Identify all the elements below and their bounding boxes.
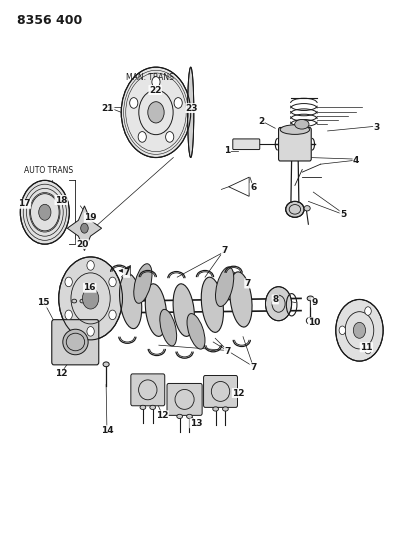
Text: 4: 4: [352, 156, 359, 165]
Circle shape: [108, 310, 116, 320]
Text: 15: 15: [37, 298, 50, 307]
Circle shape: [87, 261, 94, 270]
Circle shape: [20, 180, 69, 244]
Text: 7: 7: [123, 269, 129, 277]
Text: MAN. TRANS: MAN. TRANS: [126, 73, 173, 82]
Ellipse shape: [294, 119, 308, 129]
Ellipse shape: [201, 277, 223, 333]
Text: 21: 21: [101, 103, 114, 112]
FancyBboxPatch shape: [278, 127, 310, 161]
Ellipse shape: [212, 407, 218, 411]
Text: 22: 22: [148, 85, 161, 94]
Text: 7: 7: [249, 363, 256, 372]
Text: 13: 13: [189, 419, 202, 428]
Circle shape: [108, 277, 116, 287]
Circle shape: [121, 67, 190, 158]
Circle shape: [174, 98, 182, 108]
Text: 11: 11: [359, 343, 372, 352]
Text: 14: 14: [100, 426, 113, 435]
Circle shape: [338, 326, 345, 335]
Ellipse shape: [72, 299, 76, 303]
Circle shape: [81, 223, 88, 233]
Ellipse shape: [187, 67, 193, 158]
Ellipse shape: [303, 206, 310, 211]
Circle shape: [335, 300, 382, 361]
Ellipse shape: [306, 296, 313, 301]
Circle shape: [129, 98, 137, 108]
Circle shape: [265, 287, 291, 321]
Text: 3: 3: [373, 123, 379, 132]
Text: 12: 12: [231, 389, 244, 398]
Text: 17: 17: [18, 199, 31, 208]
FancyBboxPatch shape: [203, 375, 237, 407]
Circle shape: [87, 327, 94, 336]
Text: 6: 6: [249, 183, 256, 192]
Text: AUTO TRANS: AUTO TRANS: [24, 166, 73, 175]
Text: 19: 19: [84, 213, 97, 222]
Text: 7: 7: [224, 347, 230, 356]
Text: 7: 7: [221, 246, 227, 255]
Circle shape: [65, 310, 72, 320]
Circle shape: [38, 204, 51, 220]
Text: 2: 2: [258, 117, 264, 126]
Circle shape: [151, 77, 160, 87]
Circle shape: [165, 132, 173, 142]
Text: 12: 12: [55, 369, 67, 378]
Circle shape: [364, 307, 371, 316]
Text: 1: 1: [224, 146, 230, 155]
Ellipse shape: [119, 273, 142, 329]
Text: 9: 9: [310, 298, 317, 307]
Circle shape: [364, 345, 371, 354]
Ellipse shape: [186, 414, 192, 418]
Ellipse shape: [103, 362, 109, 367]
Ellipse shape: [279, 125, 309, 134]
Text: 5: 5: [339, 210, 345, 219]
Polygon shape: [67, 206, 101, 251]
Ellipse shape: [187, 313, 204, 349]
FancyBboxPatch shape: [130, 374, 164, 406]
Polygon shape: [119, 265, 130, 276]
Circle shape: [138, 132, 146, 142]
FancyBboxPatch shape: [166, 383, 202, 415]
Ellipse shape: [176, 414, 182, 418]
Ellipse shape: [160, 309, 176, 346]
Circle shape: [353, 322, 365, 338]
Circle shape: [58, 257, 122, 340]
Text: 8: 8: [272, 295, 278, 304]
Text: 23: 23: [185, 103, 198, 112]
Ellipse shape: [173, 284, 194, 336]
Text: 8356 400: 8356 400: [17, 14, 82, 27]
Text: 20: 20: [76, 240, 88, 249]
Ellipse shape: [140, 405, 145, 409]
Ellipse shape: [285, 201, 303, 217]
Text: 12: 12: [155, 411, 168, 420]
Text: 10: 10: [308, 318, 320, 327]
Ellipse shape: [222, 407, 228, 411]
Ellipse shape: [215, 267, 233, 306]
Ellipse shape: [145, 284, 166, 336]
Text: 7: 7: [244, 279, 250, 288]
Ellipse shape: [133, 264, 152, 303]
FancyBboxPatch shape: [232, 139, 259, 150]
Circle shape: [82, 288, 99, 309]
Ellipse shape: [80, 299, 85, 303]
Ellipse shape: [229, 272, 252, 327]
Ellipse shape: [149, 405, 155, 409]
Circle shape: [147, 102, 164, 123]
FancyBboxPatch shape: [52, 320, 99, 365]
Ellipse shape: [63, 329, 88, 355]
Text: 16: 16: [83, 283, 96, 292]
Text: 18: 18: [55, 196, 67, 205]
Circle shape: [65, 277, 72, 287]
